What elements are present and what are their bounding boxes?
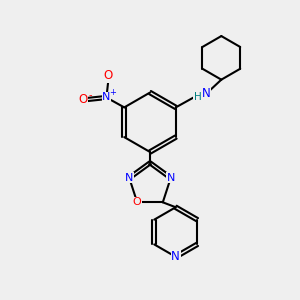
Text: N: N: [167, 173, 175, 183]
Text: -: -: [88, 90, 92, 100]
Text: N: N: [125, 173, 134, 183]
Text: N: N: [171, 250, 180, 263]
Text: H: H: [194, 92, 201, 101]
Text: N: N: [202, 87, 211, 100]
Text: O: O: [133, 197, 142, 207]
Text: +: +: [110, 88, 116, 97]
Text: N: N: [102, 92, 111, 103]
Text: O: O: [104, 69, 113, 82]
Text: O: O: [78, 93, 87, 106]
